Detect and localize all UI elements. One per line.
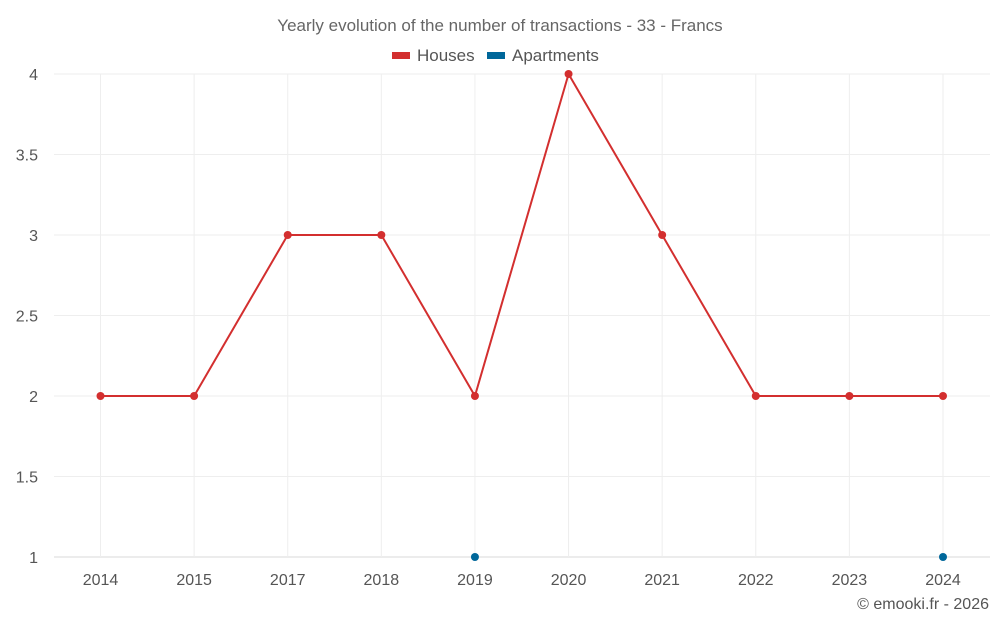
y-tick-label: 1: [29, 550, 38, 567]
y-tick-label: 3: [29, 228, 38, 245]
y-tick-label: 3.5: [16, 148, 38, 165]
houses-data-point[interactable]: [190, 392, 199, 400]
axis-layer: 1 1.5 2 2.5 3 3.5 4 2014 2015 2017 2018 2019 2020 202…: [16, 67, 961, 589]
houses-data-point[interactable]: [377, 231, 386, 239]
houses-data-point[interactable]: [470, 392, 479, 400]
x-tick-label: 2019: [457, 572, 493, 589]
houses-data-point[interactable]: [96, 392, 105, 400]
legend-apartments-label: Apartments: [512, 46, 599, 65]
x-tick-label: 2020: [551, 572, 587, 589]
x-tick-label: 2014: [83, 572, 119, 589]
x-tick-label: 2017: [270, 572, 306, 589]
legend-houses-swatch: [392, 52, 410, 59]
series-layer: [96, 70, 947, 561]
grid-layer: [54, 73, 990, 558]
legend-apartments-swatch: [487, 52, 505, 59]
y-tick-label: 1.5: [16, 470, 38, 487]
houses-data-point[interactable]: [939, 392, 947, 400]
legend: Houses Apartments: [392, 46, 599, 65]
x-tick-label: 2018: [364, 572, 400, 589]
x-tick-label: 2024: [925, 572, 961, 589]
legend-item-houses[interactable]: Houses: [392, 46, 475, 65]
apartments-data-point[interactable]: [939, 553, 947, 561]
legend-item-apartments[interactable]: Apartments: [487, 46, 599, 65]
apartments-data-point[interactable]: [470, 553, 479, 561]
y-tick-label: 2: [29, 389, 38, 406]
y-tick-label: 4: [29, 67, 38, 84]
houses-data-point[interactable]: [845, 392, 854, 400]
houses-data-point[interactable]: [283, 231, 292, 239]
houses-data-point[interactable]: [751, 392, 760, 400]
x-tick-label: 2015: [176, 572, 212, 589]
houses-data-point[interactable]: [658, 231, 667, 239]
credit-text: © emooki.fr - 2026: [857, 596, 989, 613]
x-tick-label: 2023: [832, 572, 868, 589]
chart-title: Yearly evolution of the number of transa…: [277, 16, 722, 35]
legend-houses-label: Houses: [417, 46, 475, 65]
houses-series-line: [100, 73, 943, 397]
houses-data-point[interactable]: [564, 70, 573, 78]
y-tick-label: 2.5: [16, 309, 38, 326]
x-tick-label: 2021: [644, 572, 680, 589]
x-tick-label: 2022: [738, 572, 774, 589]
